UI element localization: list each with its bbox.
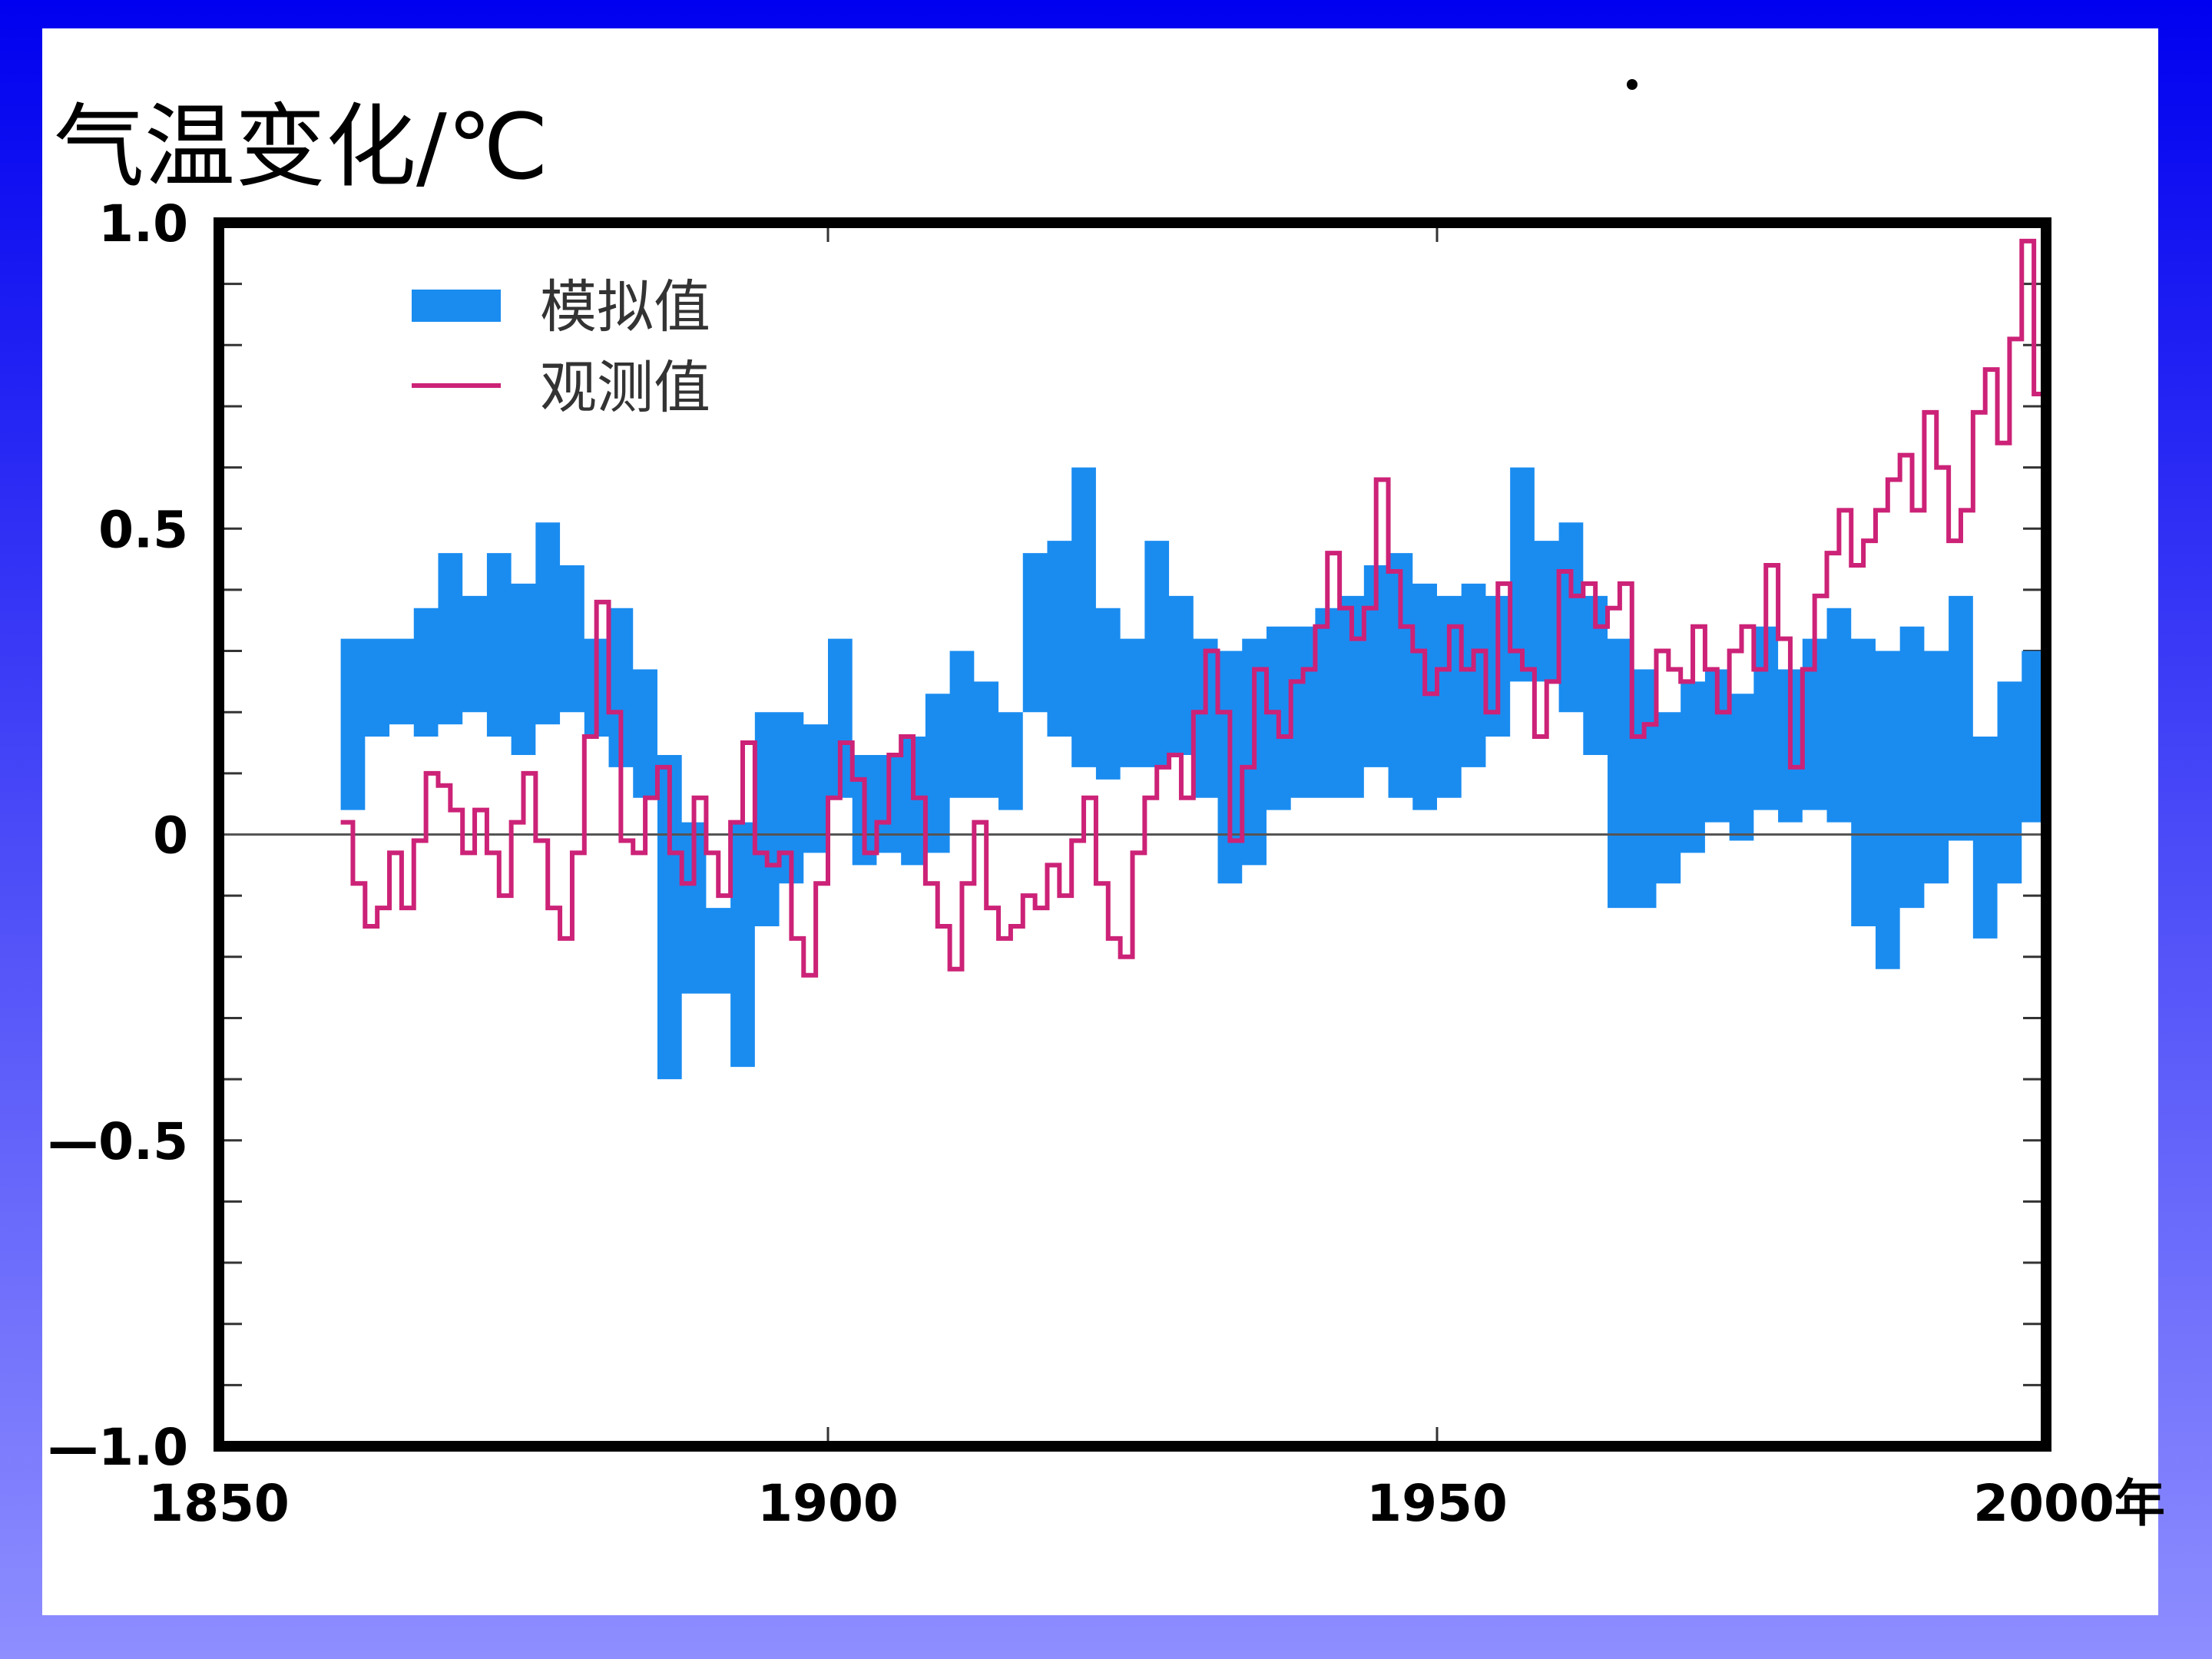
legend-swatch-simulated bbox=[412, 290, 501, 322]
x-tick-label: 1900 bbox=[757, 1474, 899, 1533]
y-tick-label: 0.5 bbox=[98, 500, 188, 559]
x-tick-label: 2000年 bbox=[1973, 1474, 2165, 1533]
x-tick-labels: 1850 1900 1950 2000年 bbox=[148, 1474, 2165, 1533]
y-tick-label: —0.5 bbox=[48, 1112, 188, 1171]
legend: 模拟值 观测值 bbox=[412, 274, 710, 421]
y-tick-label: 1.0 bbox=[98, 194, 188, 253]
x-tick-label: 1950 bbox=[1366, 1474, 1508, 1533]
y-tick-labels: 1.0 0.5 0 —0.5 —1.0 bbox=[48, 194, 188, 1477]
legend-label-simulated: 模拟值 bbox=[540, 274, 710, 340]
observed-line bbox=[340, 238, 2046, 978]
slide-panel bbox=[42, 28, 2158, 1615]
simulated-band bbox=[340, 467, 2046, 1080]
legend-label-observed: 观测值 bbox=[540, 355, 710, 421]
y-tick-label: 0 bbox=[153, 806, 188, 866]
x-tick-label: 1850 bbox=[148, 1474, 290, 1533]
y-tick-label: —1.0 bbox=[48, 1418, 188, 1477]
plot-frame bbox=[214, 217, 2051, 1452]
stray-dot bbox=[1627, 79, 1637, 90]
chart-title: 气温变化/℃ bbox=[54, 94, 548, 200]
